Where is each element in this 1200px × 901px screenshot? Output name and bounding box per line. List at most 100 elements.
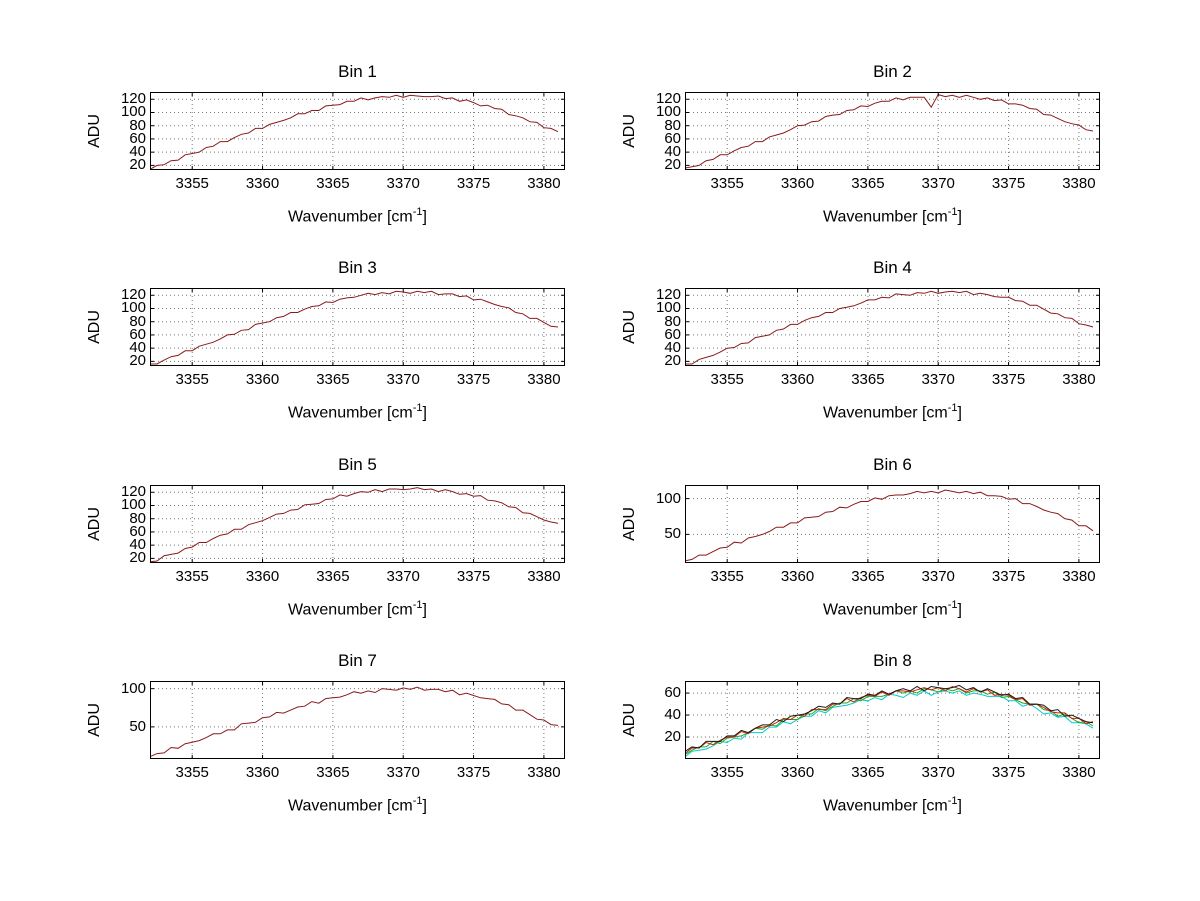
y-axis-label: ADU: [621, 507, 638, 541]
x-axis-label-text: Wavenumber [cm: [287, 797, 413, 815]
plot-area: [685, 92, 1100, 170]
y-tick-label: 120: [120, 90, 146, 108]
x-axis-label: Wavenumber [cm-1]: [685, 397, 1100, 421]
series-line-spectrum: [150, 290, 559, 365]
x-tick-label: 3375: [456, 371, 491, 388]
y-tick-label: 40: [129, 143, 146, 161]
y-tick-label: 80: [129, 509, 146, 527]
x-axis-label: Wavenumber [cm-1]: [685, 790, 1100, 814]
x-tick-label: 3375: [456, 175, 491, 192]
plot-area: [150, 485, 565, 563]
y-axis-label: ADU: [86, 310, 103, 344]
x-tick-label: 3365: [316, 568, 350, 585]
y-tick-label: 60: [129, 129, 146, 147]
x-tick-label: 3360: [780, 764, 815, 781]
axes-box: [685, 485, 1100, 563]
series-line-series-cyan: [685, 690, 1094, 758]
y-tick-label: 20: [129, 549, 146, 567]
x-axis-label-superscript: -1: [412, 599, 423, 611]
axes-box: [685, 288, 1100, 366]
y-tick-label: 60: [664, 325, 681, 343]
axes-box: [685, 92, 1100, 170]
x-tick-label: 3365: [316, 175, 350, 192]
y-tick-label: 20: [664, 352, 681, 370]
x-axis-label-text: Wavenumber [cm: [287, 208, 413, 226]
x-tick-label: 3370: [386, 175, 420, 192]
x-tick-label: 3380: [1062, 371, 1096, 388]
subplot-title: Bin 1: [338, 62, 377, 81]
x-tick-label: 3370: [921, 175, 955, 192]
y-tick-label: 20: [664, 728, 681, 746]
y-tick-label: 100: [120, 299, 146, 317]
y-axis-label: ADU: [621, 114, 638, 148]
x-tick-label: 3365: [851, 764, 885, 781]
y-axis-label: ADU: [86, 114, 103, 148]
x-tick-label: 3380: [527, 175, 561, 192]
y-axis-label: ADU: [86, 703, 103, 737]
x-axis-label-superscript: -1: [947, 206, 958, 218]
x-tick-label: 3360: [245, 764, 280, 781]
x-axis-label-superscript: -1: [947, 599, 958, 611]
subplot-title: Bin 7: [338, 651, 377, 670]
x-axis-label: Wavenumber [cm-1]: [685, 594, 1100, 618]
subplot-title: Bin 8: [873, 651, 912, 670]
subplot-title: Bin 5: [338, 455, 377, 474]
axes-box: [150, 92, 565, 170]
x-axis-label-superscript: -1: [412, 795, 423, 807]
series-line-spectrum: [685, 94, 1094, 169]
y-tick-label: 100: [120, 103, 146, 121]
y-tick-label: 20: [664, 156, 681, 174]
x-axis-label-close: ]: [422, 601, 427, 619]
x-tick-label: 3360: [245, 175, 280, 192]
x-axis-label-superscript: -1: [412, 402, 423, 414]
series-line-series-red: [685, 685, 1094, 754]
y-tick-label: 20: [129, 156, 146, 174]
subplot-title: Bin 4: [873, 258, 912, 277]
x-tick-label: 3370: [386, 568, 420, 585]
y-tick-label: 80: [129, 312, 146, 330]
x-tick-label: 3360: [780, 371, 815, 388]
subplot-title: Bin 3: [338, 258, 377, 277]
x-tick-label: 3355: [175, 175, 209, 192]
x-tick-label: 3380: [1062, 175, 1096, 192]
x-tick-label: 3360: [245, 371, 280, 388]
x-axis-label-close: ]: [422, 797, 427, 815]
y-axis-label: ADU: [621, 310, 638, 344]
x-tick-label: 3375: [991, 568, 1026, 585]
y-tick-label: 100: [120, 679, 146, 697]
y-tick-label: 60: [129, 522, 146, 540]
y-tick-label: 50: [664, 525, 681, 543]
x-tick-label: 3365: [316, 764, 350, 781]
y-tick-label: 80: [664, 312, 681, 330]
plot-area: [150, 681, 565, 759]
series-line-spectrum: [685, 489, 1094, 562]
y-tick-label: 40: [664, 706, 681, 724]
x-tick-label: 3355: [175, 568, 209, 585]
x-tick-label: 3370: [921, 371, 955, 388]
x-tick-label: 3380: [527, 371, 561, 388]
x-axis-label-close: ]: [957, 208, 962, 226]
x-tick-label: 3370: [386, 371, 420, 388]
y-tick-label: 120: [655, 286, 681, 304]
x-tick-label: 3380: [527, 568, 561, 585]
y-tick-label: 40: [664, 143, 681, 161]
x-tick-label: 3355: [710, 568, 744, 585]
x-axis-label: Wavenumber [cm-1]: [150, 790, 565, 814]
x-tick-label: 3375: [991, 371, 1026, 388]
x-tick-label: 3355: [710, 371, 744, 388]
plot-area: [150, 92, 565, 170]
x-axis-label-text: Wavenumber [cm: [822, 601, 948, 619]
y-tick-label: 100: [655, 299, 681, 317]
x-axis-label-superscript: -1: [947, 402, 958, 414]
y-tick-label: 20: [129, 352, 146, 370]
x-tick-label: 3355: [175, 371, 209, 388]
x-axis-label-text: Wavenumber [cm: [287, 404, 413, 422]
plot-area: [685, 288, 1100, 366]
y-axis-label: ADU: [86, 507, 103, 541]
y-tick-label: 60: [129, 325, 146, 343]
axes-box: [150, 681, 565, 759]
x-tick-label: 3380: [527, 764, 561, 781]
x-axis-label-close: ]: [422, 404, 427, 422]
y-tick-label: 80: [129, 116, 146, 134]
y-tick-label: 100: [655, 489, 681, 507]
